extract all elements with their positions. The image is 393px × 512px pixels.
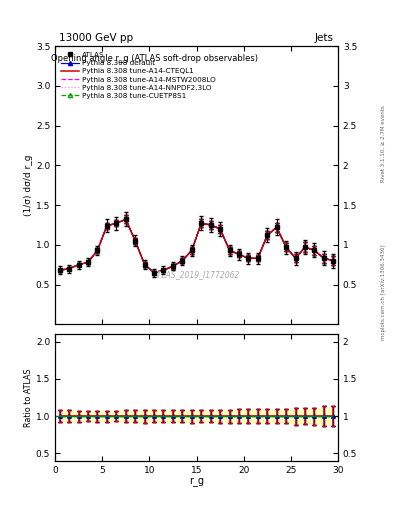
Text: Rivet 3.1.10, ≥ 2.7M events: Rivet 3.1.10, ≥ 2.7M events: [381, 105, 386, 182]
Text: ATLAS_2019_I1772062: ATLAS_2019_I1772062: [153, 270, 240, 279]
X-axis label: r_g: r_g: [189, 477, 204, 487]
Text: Opening angle r_g (ATLAS soft-drop observables): Opening angle r_g (ATLAS soft-drop obser…: [51, 54, 257, 63]
Text: Jets: Jets: [315, 33, 334, 44]
Y-axis label: Ratio to ATLAS: Ratio to ATLAS: [24, 368, 33, 427]
Y-axis label: (1/σ) dσ/d r_g: (1/σ) dσ/d r_g: [24, 155, 33, 216]
Text: 13000 GeV pp: 13000 GeV pp: [59, 33, 133, 44]
Legend: ATLAS, Pythia 8.308 default, Pythia 8.308 tune-A14-CTEQL1, Pythia 8.308 tune-A14: ATLAS, Pythia 8.308 default, Pythia 8.30…: [59, 50, 218, 101]
Text: mcplots.cern.ch [arXiv:1306.3436]: mcplots.cern.ch [arXiv:1306.3436]: [381, 244, 386, 339]
